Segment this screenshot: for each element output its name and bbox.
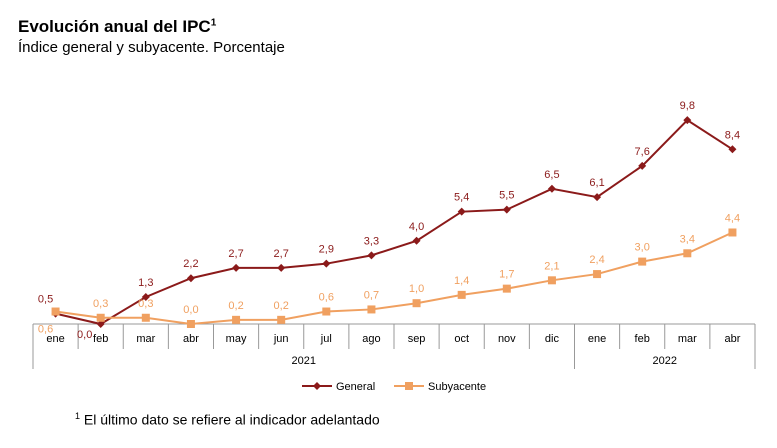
data-label: 0,6	[38, 324, 53, 336]
data-label: 0,3	[138, 298, 153, 310]
x-tick-label: jun	[273, 333, 289, 345]
data-point	[457, 290, 466, 299]
data-point	[367, 251, 376, 260]
data-point	[683, 116, 692, 125]
data-point	[96, 313, 105, 322]
data-label: 2,7	[228, 248, 243, 260]
x-tick-label: feb	[635, 333, 650, 345]
data-point	[186, 320, 195, 328]
data-point	[547, 184, 556, 193]
data-label: 6,1	[589, 177, 604, 189]
legend-marker	[313, 382, 321, 390]
x-tick-label: abr	[183, 333, 199, 345]
data-label: 0,6	[319, 292, 334, 304]
data-point	[728, 228, 737, 237]
data-point	[96, 320, 105, 328]
data-label: 2,1	[544, 260, 559, 272]
data-point	[683, 249, 692, 258]
data-label: 5,4	[454, 192, 469, 204]
footnote: 1 El último dato se refiere al indicador…	[75, 411, 380, 428]
data-label: 2,4	[589, 254, 604, 266]
legend: General Subyacente	[302, 381, 486, 393]
data-label: 0,3	[93, 298, 108, 310]
series-line-subyacente	[55, 231, 733, 326]
x-tick-label: may	[226, 333, 247, 345]
data-label: 1,3	[138, 277, 153, 289]
data-label: 1,0	[409, 283, 424, 295]
data-label: 6,5	[544, 169, 559, 181]
data-point	[412, 236, 421, 245]
data-point	[232, 263, 241, 272]
data-label: 8,4	[725, 129, 740, 141]
legend-label: General	[336, 381, 375, 393]
data-point	[547, 276, 556, 285]
data-label: 0,0	[183, 304, 198, 316]
series-line-general	[55, 118, 733, 326]
data-label: 3,4	[680, 233, 695, 245]
x-tick-label: feb	[93, 333, 108, 345]
data-label: 3,3	[364, 235, 379, 247]
data-point	[141, 313, 150, 322]
series-lines	[51, 116, 737, 328]
x-tick-label: ene	[588, 333, 606, 345]
data-point	[457, 207, 466, 216]
data-label: 5,5	[499, 190, 514, 202]
data-point	[186, 274, 195, 283]
x-tick-label: nov	[498, 333, 516, 345]
legend-marker	[405, 382, 413, 390]
data-label: 3,0	[635, 242, 650, 254]
data-point	[638, 161, 647, 170]
x-tick-label: mar	[678, 333, 697, 345]
chart-title: Evolución anual del IPC1	[18, 17, 217, 36]
x-tick-label: jul	[320, 333, 332, 345]
x-axis: ene feb mar abr may jun jul ago sep oct nov dic ene f…	[32, 323, 756, 369]
data-point	[141, 292, 150, 301]
data-point	[502, 284, 511, 293]
x-tick-label: dic	[545, 333, 560, 345]
data-point	[51, 307, 60, 316]
data-label: 0,0	[77, 329, 92, 341]
data-label: 0,5	[38, 294, 53, 306]
x-tick-label: ene	[46, 333, 64, 345]
data-label: 4,0	[409, 221, 424, 233]
year-label: 2021	[292, 355, 316, 367]
data-point	[277, 315, 286, 324]
data-point	[412, 299, 421, 308]
data-label: 0,2	[274, 300, 289, 312]
data-label: 9,8	[680, 100, 695, 112]
chart-subtitle: Índice general y subyacente. Porcentaje	[18, 39, 285, 56]
data-label: 4,4	[725, 212, 740, 224]
data-label: 0,2	[228, 300, 243, 312]
data-label: 0,7	[364, 289, 379, 301]
x-tick-label: ago	[362, 333, 380, 345]
x-tick-label: abr	[724, 333, 740, 345]
data-point	[502, 205, 511, 214]
data-point	[593, 270, 602, 279]
data-label: 1,7	[499, 269, 514, 281]
data-point	[638, 257, 647, 266]
data-label: 7,6	[635, 146, 650, 158]
data-label: 2,9	[319, 244, 334, 256]
legend-label: Subyacente	[428, 381, 486, 393]
data-point	[322, 259, 331, 268]
x-tick-label: mar	[136, 333, 155, 345]
x-tick-label: oct	[454, 333, 469, 345]
data-point	[232, 315, 241, 324]
footnote-superscript: 1	[75, 411, 81, 421]
data-point	[593, 193, 602, 202]
data-label: 2,2	[183, 258, 198, 270]
data-point	[728, 145, 737, 154]
x-tick-label: sep	[408, 333, 426, 345]
data-labels: 0,5 0,0 1,3 2,2 2,7 2,7 2,9 3,3 4,0 5,4 5,5 6,5 6,1 7…	[38, 100, 740, 341]
year-label: 2022	[653, 355, 677, 367]
footnote-text: El último dato se refiere al indicador a…	[83, 411, 380, 428]
title-superscript: 1	[210, 17, 217, 29]
data-label: 1,4	[454, 275, 469, 287]
data-point	[277, 263, 286, 272]
data-point	[322, 307, 331, 316]
data-point	[367, 305, 376, 314]
data-label: 2,7	[274, 248, 289, 260]
